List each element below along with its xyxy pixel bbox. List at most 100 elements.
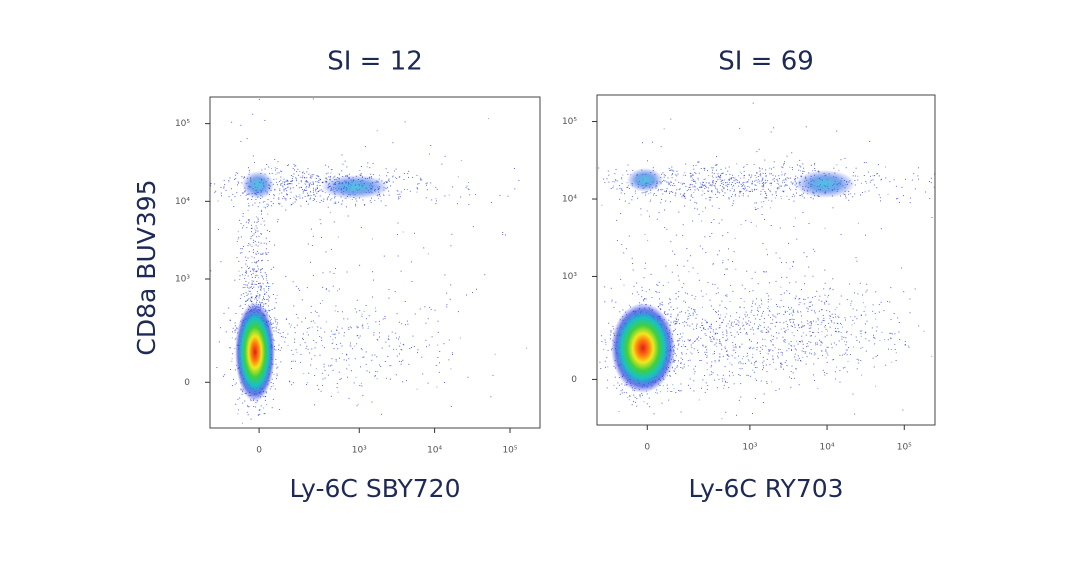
event-dot — [702, 183, 703, 185]
event-dot — [444, 274, 446, 276]
event-dot — [763, 360, 765, 362]
event-dot — [878, 194, 880, 196]
event-dot — [373, 174, 375, 176]
event-dot — [215, 190, 217, 192]
event-dot — [643, 300, 644, 302]
event-dot — [844, 341, 846, 343]
event-dot — [270, 318, 272, 320]
event-dot — [677, 296, 679, 298]
event-dot — [282, 198, 284, 200]
event-dot — [766, 180, 768, 182]
event-dot — [790, 189, 792, 191]
event-dot — [286, 318, 288, 320]
event-dot — [757, 328, 759, 330]
event-dot — [801, 335, 803, 337]
event-dot — [645, 192, 647, 194]
event-dot — [736, 179, 738, 181]
event-dot — [806, 256, 808, 258]
event-dot — [256, 261, 258, 263]
event-dot — [775, 252, 777, 254]
event-dot — [346, 174, 348, 176]
event-dot — [782, 336, 784, 338]
event-dot — [720, 341, 721, 343]
event-dot — [795, 178, 797, 180]
event-dot — [274, 388, 276, 390]
event-dot — [834, 309, 836, 311]
event-dot — [716, 188, 718, 190]
event-dot — [726, 382, 728, 383]
event-dot — [708, 196, 710, 198]
event-dot — [733, 321, 735, 323]
event-dot — [776, 195, 777, 196]
event-dot — [715, 293, 717, 295]
event-dot — [792, 310, 794, 312]
event-dot — [360, 366, 361, 368]
event-dot — [791, 318, 793, 320]
event-dot — [639, 394, 641, 396]
event-dot — [802, 325, 804, 327]
event-dot — [354, 345, 356, 347]
event-dot — [258, 98, 260, 100]
event-dot — [318, 180, 320, 181]
event-dot — [648, 193, 650, 195]
event-dot — [347, 215, 349, 217]
event-dot — [300, 180, 302, 182]
event-dot — [384, 317, 386, 319]
event-dot — [728, 198, 730, 200]
event-dot — [349, 326, 351, 328]
event-dot — [826, 361, 828, 363]
event-dot — [390, 365, 392, 367]
event-dot — [382, 193, 384, 195]
event-dot — [721, 189, 723, 191]
event-dot — [360, 227, 362, 229]
event-dot — [681, 336, 683, 338]
event-dot — [645, 262, 646, 264]
event-dot — [180, 252, 181, 253]
event-dot — [656, 218, 658, 220]
event-dot — [754, 367, 756, 368]
event-dot — [788, 242, 789, 244]
event-dot — [309, 198, 311, 200]
event-dot — [276, 373, 278, 375]
event-dot — [436, 200, 437, 202]
event-dot — [297, 168, 299, 170]
event-dot — [889, 181, 891, 183]
event-dot — [253, 406, 255, 407]
event-dot — [702, 190, 704, 192]
event-dot — [885, 364, 887, 366]
event-dot — [756, 379, 757, 381]
event-dot — [878, 311, 880, 313]
event-dot — [793, 319, 795, 320]
event-dot — [406, 380, 407, 382]
event-dot — [250, 270, 251, 272]
event-dot — [364, 204, 366, 205]
event-dot — [333, 221, 335, 223]
event-dot — [472, 226, 474, 228]
event-dot — [830, 320, 832, 322]
event-dot — [814, 380, 815, 381]
event-dot — [384, 316, 386, 317]
event-dot — [798, 169, 800, 171]
event-dot — [688, 340, 690, 342]
event-dot — [723, 384, 725, 386]
event-dot — [436, 188, 438, 190]
event-dot — [761, 206, 763, 208]
event-dot — [756, 347, 758, 348]
event-dot — [243, 176, 245, 178]
event-dot — [657, 285, 659, 286]
event-dot — [694, 207, 696, 209]
event-dot — [590, 182, 591, 183]
event-dot — [744, 187, 746, 189]
event-dot — [746, 333, 748, 335]
event-dot — [318, 389, 320, 390]
event-dot — [749, 291, 751, 293]
event-dot — [641, 392, 643, 394]
event-dot — [243, 177, 245, 179]
event-dot — [890, 318, 892, 320]
event-dot — [300, 205, 302, 207]
event-dot — [669, 192, 670, 194]
event-dot — [678, 339, 680, 341]
event-dot — [734, 336, 736, 338]
event-dot — [835, 371, 836, 373]
event-dot — [727, 338, 729, 340]
